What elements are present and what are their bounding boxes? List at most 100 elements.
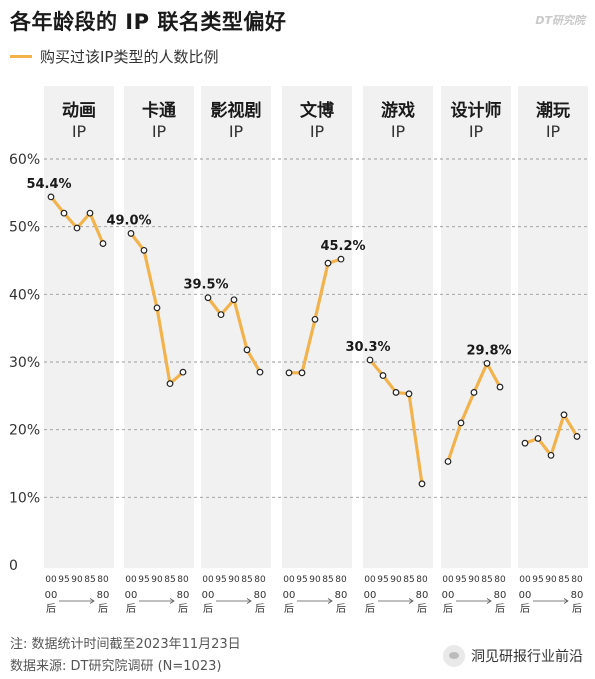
panel-background xyxy=(44,86,114,568)
x-tick-label: 95 xyxy=(296,575,307,585)
chart-title: 各年龄段的 IP 联名类型偏好 xyxy=(10,10,287,34)
x-axis-arrow-head xyxy=(327,598,333,604)
x-tick-label: 80 xyxy=(97,575,109,585)
x-tick-label: 95 xyxy=(215,575,226,585)
x-axis-end-label-suffix: 后 xyxy=(178,603,188,615)
x-axis-start-label: 00 xyxy=(283,590,296,601)
x-axis-arrow-head xyxy=(169,598,175,604)
x-tick-label: 85 xyxy=(322,575,333,585)
data-point xyxy=(73,224,81,232)
x-axis-arrow-head xyxy=(563,598,569,604)
x-tick-label: 80 xyxy=(571,575,583,585)
data-point xyxy=(311,315,319,323)
y-tick-label: 40% xyxy=(9,287,40,303)
x-tick-label: 85 xyxy=(558,575,569,585)
x-tick-label: 85 xyxy=(241,575,252,585)
data-label: 39.5% xyxy=(183,278,228,293)
x-axis-end-label: 80 xyxy=(335,590,348,601)
x-tick-label: 00 xyxy=(202,575,214,585)
y-tick-label: 60% xyxy=(9,152,40,168)
x-axis-end-label-suffix: 后 xyxy=(417,603,427,615)
panel-label: 影视剧 xyxy=(211,100,262,121)
data-point xyxy=(324,259,332,267)
legend: 购买过该IP类型的人数比例 xyxy=(10,46,218,67)
footnote-source: 数据来源: DT研究院调研 (N=1023) xyxy=(10,659,222,674)
brand-logo: DT研究院 xyxy=(535,14,585,27)
data-point xyxy=(379,372,387,379)
x-axis-start-label: 00 xyxy=(519,590,532,601)
x-axis-start-label: 00 xyxy=(202,590,215,601)
x-axis-start-label-suffix: 后 xyxy=(520,603,530,615)
x-axis-arrow-head xyxy=(408,598,414,604)
data-point xyxy=(166,380,174,388)
panel-label-ip: IP xyxy=(152,122,167,141)
panel-label-ip: IP xyxy=(310,122,325,141)
x-tick-label: 85 xyxy=(403,575,414,585)
x-tick-label: 85 xyxy=(84,575,95,585)
panel-label-ip: IP xyxy=(391,122,406,141)
panel-label: 设计师 xyxy=(451,100,502,121)
data-point xyxy=(285,369,293,377)
x-tick-label: 00 xyxy=(364,575,376,585)
footnote-date: 注: 数据统计时间截至2023年11月23日 xyxy=(10,637,241,652)
wechat-icon xyxy=(443,645,465,667)
x-tick-label: 90 xyxy=(468,575,480,585)
x-axis-start-label: 00 xyxy=(364,590,377,601)
panel-label-ip: IP xyxy=(546,122,561,141)
x-axis-start-label-suffix: 后 xyxy=(126,603,136,615)
data-point xyxy=(99,240,107,247)
x-tick-label: 95 xyxy=(377,575,388,585)
x-axis-end-label-suffix: 后 xyxy=(572,603,582,615)
data-point xyxy=(366,356,374,364)
y-tick-label: 30% xyxy=(9,355,40,371)
data-point xyxy=(337,255,345,263)
x-axis-end-label: 80 xyxy=(97,590,110,601)
panel-background xyxy=(201,86,271,568)
x-axis-end-label: 80 xyxy=(416,590,429,601)
panel-label-ip: IP xyxy=(229,122,244,141)
x-tick-label: 80 xyxy=(494,575,506,585)
y-tick-label: 50% xyxy=(9,220,40,236)
x-tick-label: 95 xyxy=(532,575,543,585)
y-tick-label: 10% xyxy=(9,490,40,506)
data-point xyxy=(298,369,306,377)
panel-label: 文博 xyxy=(300,100,334,121)
data-point xyxy=(230,296,238,304)
data-label: 49.0% xyxy=(106,213,151,228)
x-tick-label: 80 xyxy=(177,575,189,585)
x-axis-start-label-suffix: 后 xyxy=(284,603,294,615)
x-tick-label: 95 xyxy=(455,575,466,585)
x-tick-label: 00 xyxy=(125,575,137,585)
data-point xyxy=(470,389,478,396)
x-axis-start-label-suffix: 后 xyxy=(443,603,453,615)
data-point xyxy=(179,368,187,376)
panel-label: 卡通 xyxy=(142,100,176,121)
data-point xyxy=(217,311,225,319)
x-tick-label: 00 xyxy=(519,575,531,585)
panel-label: 潮玩 xyxy=(536,100,570,121)
panel-background xyxy=(282,86,352,568)
panel-label-ip: IP xyxy=(469,122,484,141)
panel-background xyxy=(363,86,433,568)
x-tick-label: 90 xyxy=(71,575,83,585)
x-tick-label: 80 xyxy=(254,575,266,585)
x-axis-start-label: 00 xyxy=(125,590,138,601)
legend-line-swatch xyxy=(10,55,32,58)
data-point xyxy=(153,304,161,312)
data-point xyxy=(547,451,555,459)
x-axis-end-label: 80 xyxy=(571,590,584,601)
data-label: 45.2% xyxy=(320,239,365,254)
x-tick-label: 00 xyxy=(283,575,295,585)
x-tick-label: 90 xyxy=(228,575,240,585)
x-axis-start-label-suffix: 后 xyxy=(46,603,56,615)
data-label: 30.3% xyxy=(345,340,390,355)
x-tick-label: 90 xyxy=(545,575,557,585)
data-point xyxy=(534,435,542,442)
x-axis-end-label-suffix: 后 xyxy=(336,603,346,615)
x-tick-label: 90 xyxy=(309,575,321,585)
data-point xyxy=(573,433,581,440)
data-point xyxy=(47,193,55,201)
data-point xyxy=(140,246,148,254)
x-tick-label: 95 xyxy=(58,575,69,585)
